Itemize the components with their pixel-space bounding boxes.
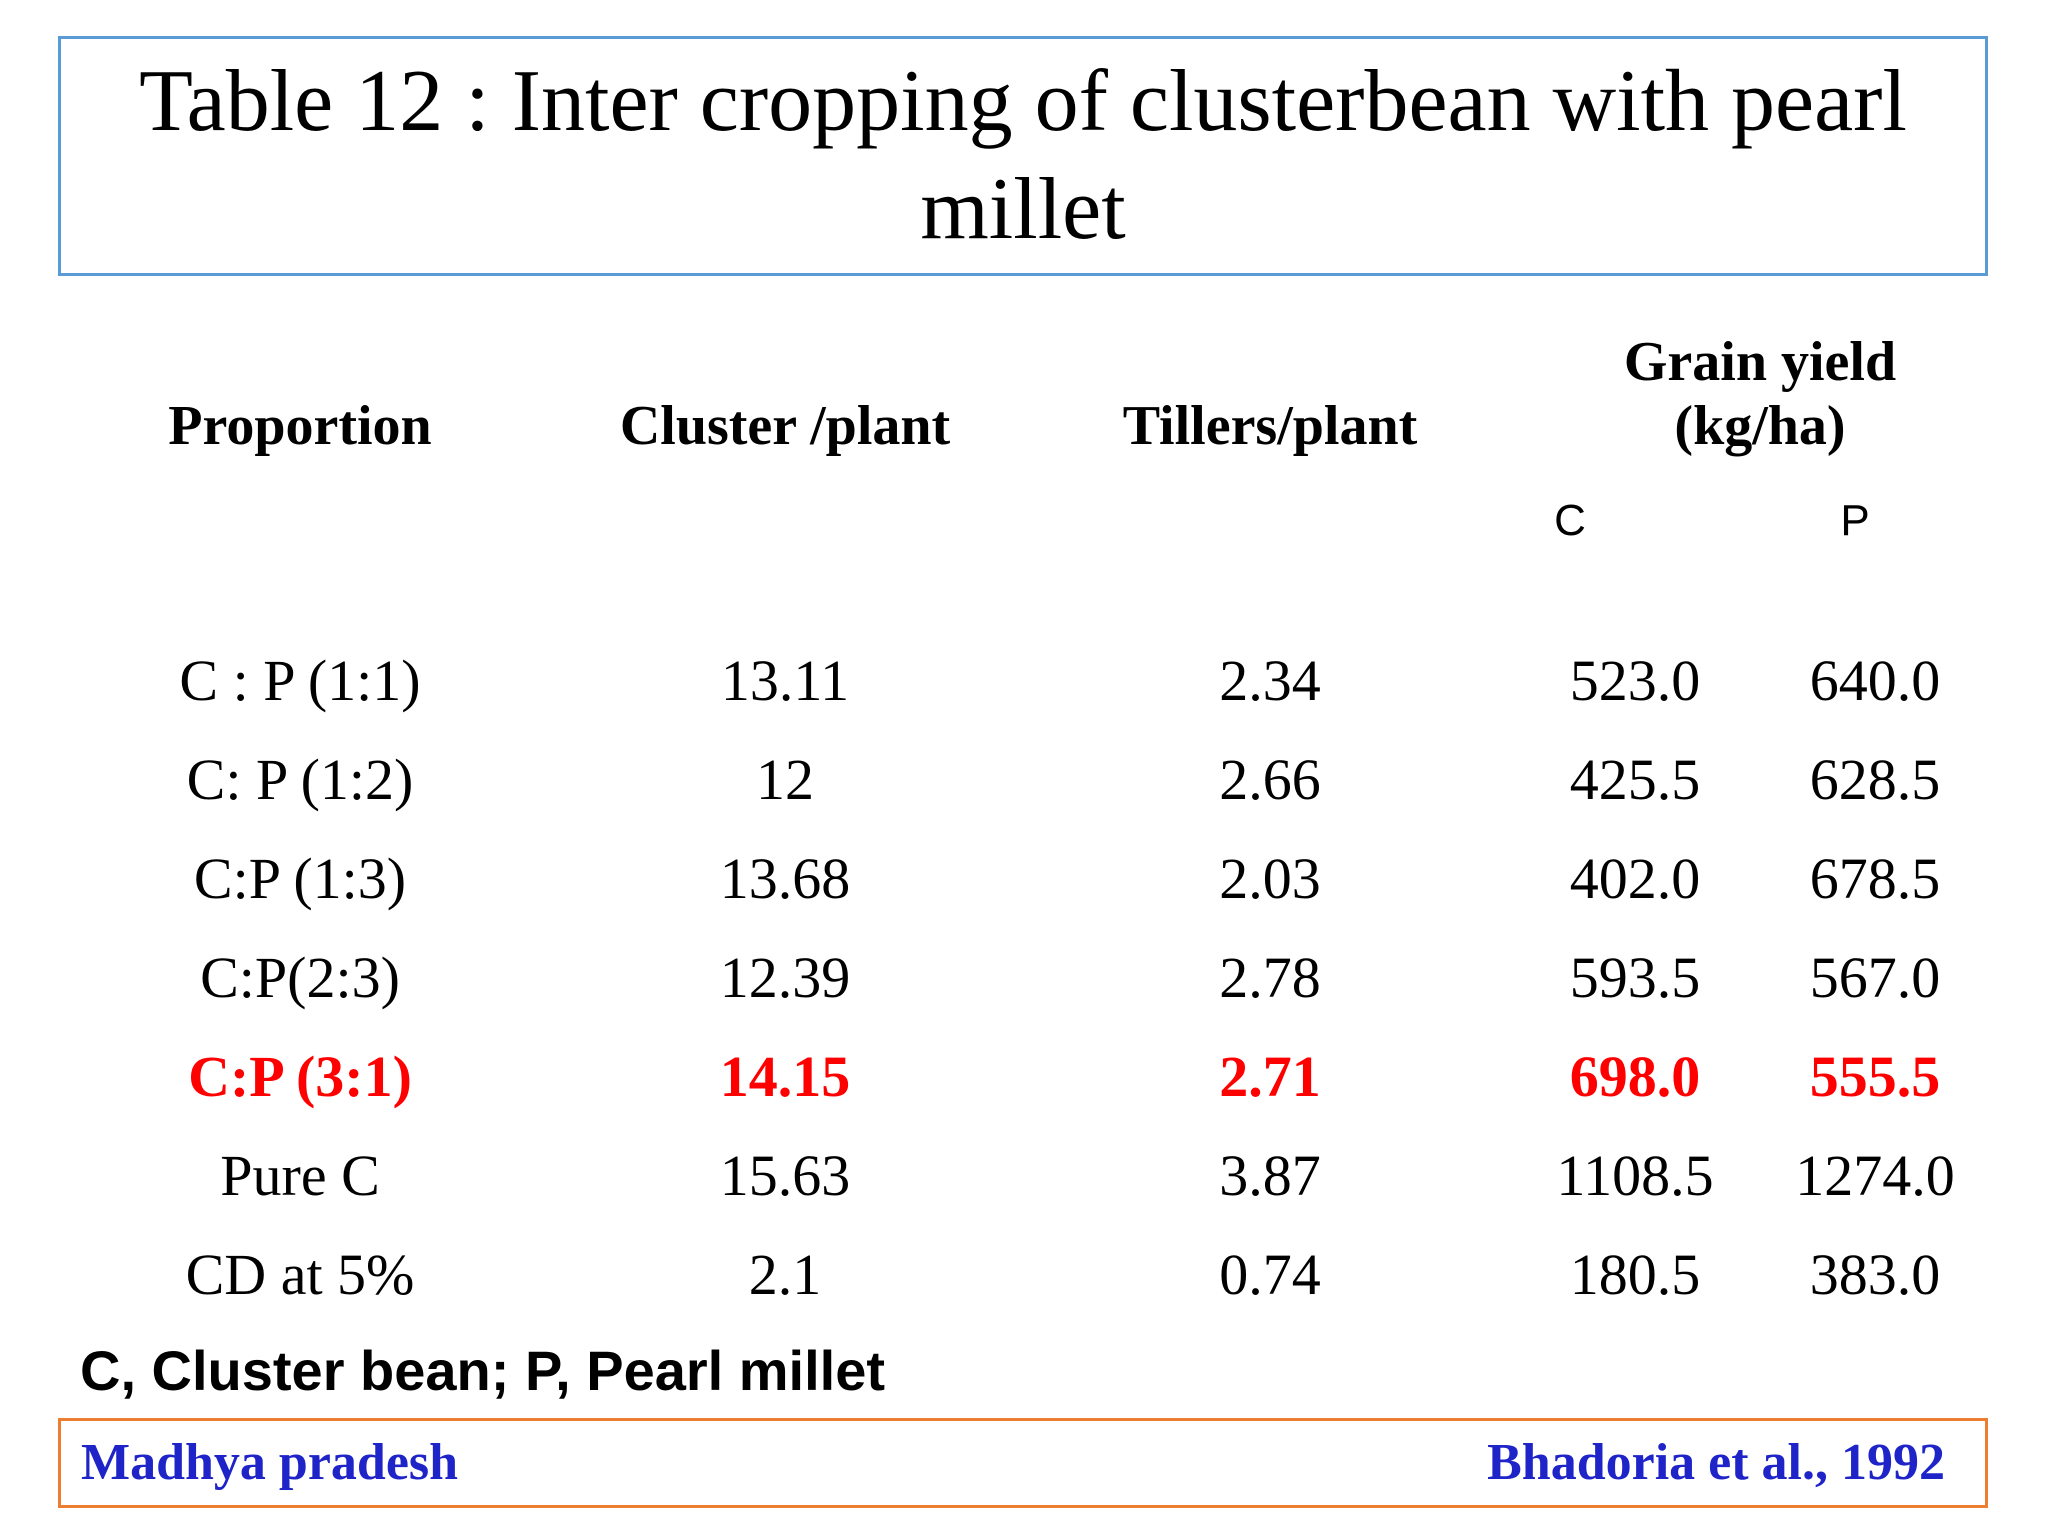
cell-tillers: 0.74 <box>1219 1242 1321 1307</box>
cell-proportion: CD at 5% <box>185 1242 415 1307</box>
cell-yield-p: 678.5 <box>1809 846 1941 911</box>
cell-cluster: 15.63 <box>719 1143 851 1208</box>
header-grain-yield-unit: (kg/ha) <box>1674 395 1846 457</box>
cell-proportion: C:P (3:1) <box>188 1044 412 1109</box>
cell-tillers: 2.71 <box>1219 1044 1321 1109</box>
header-cluster-per-plant: Cluster /plant <box>619 395 951 457</box>
cell-proportion: C:P (1:3) <box>193 846 407 911</box>
subheader-c: C <box>1554 496 1586 545</box>
table-row: C: P (1:2) 12 2.66 425.5 628.5 <box>0 735 2048 825</box>
abbreviations-note: C, Cluster bean; P, Pearl millet <box>80 1339 886 1402</box>
cell-yield-c: 180.5 <box>1569 1242 1701 1307</box>
table-row: C : P (1:1) 13.11 2.34 523.0 640.0 <box>0 636 2048 726</box>
cell-proportion: C: P (1:2) <box>186 747 414 812</box>
table-row: C:P (1:3) 13.68 2.03 402.0 678.5 <box>0 834 2048 924</box>
header-tillers-per-plant: Tillers/plant <box>1122 395 1418 457</box>
footer-location: Madhya pradesh <box>81 1434 459 1491</box>
cell-tillers: 2.03 <box>1219 846 1321 911</box>
cell-yield-c: 425.5 <box>1569 747 1701 812</box>
cell-tillers: 2.66 <box>1219 747 1321 812</box>
cell-cluster: 13.11 <box>720 648 850 713</box>
cell-cluster: 2.1 <box>748 1242 822 1307</box>
cell-proportion: C : P (1:1) <box>179 648 421 713</box>
table-row: C:P(2:3) 12.39 2.78 593.5 567.0 <box>0 933 2048 1023</box>
cell-yield-p: 628.5 <box>1809 747 1941 812</box>
cell-yield-p: 640.0 <box>1809 648 1941 713</box>
table-row: Pure C 15.63 3.87 1108.5 1274.0 <box>0 1131 2048 1221</box>
cell-yield-c: 523.0 <box>1569 648 1701 713</box>
header-proportion: Proportion <box>168 395 432 457</box>
table-row: CD at 5% 2.1 0.74 180.5 383.0 <box>0 1230 2048 1320</box>
page-title: Table 12 : Inter cropping of clusterbean… <box>139 53 1907 258</box>
cell-cluster: 14.15 <box>719 1044 851 1109</box>
cell-proportion: Pure C <box>220 1143 380 1208</box>
footer-citation: Bhadoria et al., 1992 <box>1487 1434 1945 1491</box>
cell-tillers: 2.78 <box>1219 945 1321 1010</box>
cell-tillers: 3.87 <box>1219 1143 1321 1208</box>
title-box: Table 12 : Inter cropping of clusterbean… <box>58 36 1988 276</box>
cell-yield-p: 555.5 <box>1809 1044 1941 1109</box>
cell-yield-c: 593.5 <box>1569 945 1701 1010</box>
footer-box: Madhya pradesh Bhadoria et al., 1992 <box>58 1418 1988 1508</box>
cell-yield-c: 1108.5 <box>1556 1143 1714 1208</box>
table-row-highlighted: C:P (3:1) 14.15 2.71 698.0 555.5 <box>0 1032 2048 1122</box>
cell-cluster: 12 <box>756 747 814 812</box>
cell-yield-p: 567.0 <box>1809 945 1941 1010</box>
cell-cluster: 13.68 <box>719 846 851 911</box>
cell-tillers: 2.34 <box>1219 648 1321 713</box>
cell-yield-p: 383.0 <box>1809 1242 1941 1307</box>
subheader-p: P <box>1840 496 1870 545</box>
cell-proportion: C:P(2:3) <box>200 945 400 1010</box>
cell-yield-c: 402.0 <box>1569 846 1701 911</box>
cell-cluster: 12.39 <box>719 945 851 1010</box>
cell-yield-p: 1274.0 <box>1795 1143 1955 1208</box>
header-grain-yield: Grain yield <box>1623 331 1897 393</box>
cell-yield-c: 698.0 <box>1569 1044 1701 1109</box>
